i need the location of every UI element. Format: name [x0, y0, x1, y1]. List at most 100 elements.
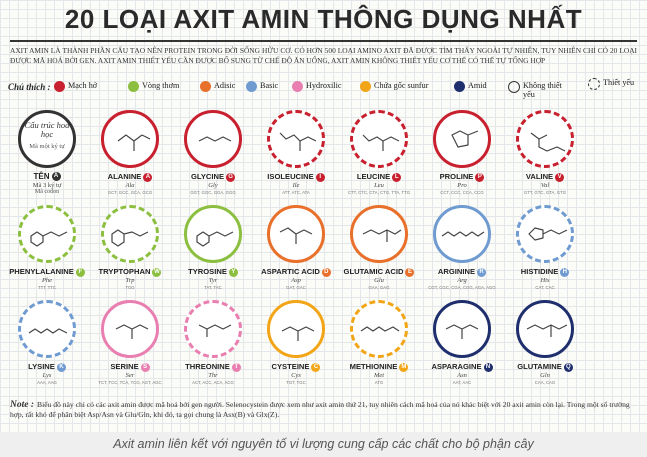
structure-icon	[279, 227, 313, 244]
amino-cell-isoleucine: ISOLEUCINE I Ile ATT, ATC, ATA	[261, 110, 331, 218]
structure-circle	[18, 300, 76, 358]
amino-codon: AAT, AAC	[452, 380, 472, 385]
legend-item-hydroxilic: Hydroxilic	[292, 81, 341, 92]
letter-badge: F	[75, 267, 85, 277]
legend-item-sulfur: Chứa gốc sunfur	[360, 81, 428, 92]
legend-item-aromatic: Vòng thơm	[128, 81, 179, 92]
key-abbr: Mã 3 ký tự	[32, 182, 62, 189]
amino-abbr: Ser	[125, 372, 135, 379]
structure-icon	[528, 227, 568, 241]
amino-name: CYSTEINE C	[255, 362, 337, 372]
legend-dot	[128, 81, 139, 92]
letter-badge: D	[321, 267, 331, 277]
structure-icon	[526, 324, 568, 337]
amino-name: PROLINE P	[421, 172, 503, 182]
structure-circle	[350, 110, 408, 168]
amino-abbr: Glu	[374, 277, 384, 284]
amino-codon: ATG	[374, 380, 384, 385]
letter-badge: W	[152, 267, 162, 277]
letter-badge: K	[56, 362, 66, 372]
intro-text: AXIT AMIN LÀ THÀNH PHẦN CẤU TẠO NÊN PROT…	[10, 46, 637, 65]
page-title: 20 LOẠI AXIT AMIN THÔNG DỤNG NHẤT	[64, 4, 583, 34]
structure-icon	[198, 136, 232, 142]
key-codon: Mã codon	[34, 189, 60, 195]
legend-dot	[360, 81, 371, 92]
amino-cell-lysine: LYSINE K Lys AAA, AAG	[12, 300, 82, 408]
structure-circle	[350, 300, 408, 358]
amino-cell-cysteine: CYSTEINE C Cys TGT, TGC	[261, 300, 331, 408]
structure-circle	[101, 110, 159, 168]
legend: Chú thích : Mạch hở Vòng thơm Adisic Bas…	[8, 77, 640, 101]
letter-badge: C	[311, 362, 321, 372]
amino-cell-serine: SERINE S Ser TCT, TCC, TCA, TCG, AGT, AGC	[95, 300, 165, 408]
key-name: TÊN A	[6, 172, 88, 182]
structure-circle	[267, 205, 325, 263]
amino-abbr: Met	[373, 372, 385, 379]
title-divider	[10, 40, 637, 42]
structure-icon	[362, 134, 400, 151]
amino-cell-proline: PROLINE P Pro CCT, CCC, CCA, CCG	[427, 110, 497, 218]
amino-codon: GTT, GTC, GTA, GTG	[523, 190, 567, 195]
structure-icon	[30, 231, 68, 247]
amino-abbr: Pro	[457, 182, 467, 189]
letter-badge: P	[475, 172, 485, 182]
amino-name: THREONINE T	[172, 362, 254, 372]
key-circle: Cấu trúc hoá học Mã một ký tự	[18, 110, 76, 168]
amino-abbr: Trp	[125, 277, 135, 284]
amino-codon: CGT, CGC, CGA, CGG, AGA, AGG	[428, 285, 496, 290]
amino-abbr: Leu	[374, 182, 384, 189]
amino-codon: ATT, ATC, ATA	[282, 190, 310, 195]
structure-icon	[279, 132, 317, 151]
structure-icon	[451, 130, 479, 148]
amino-name: ALANINE A	[89, 172, 171, 182]
amino-abbr: Lys	[42, 372, 52, 379]
amino-cell-tryptophan: TRYPTOPHAN W Trp TGG	[95, 205, 165, 313]
legend-item-chain: Mạch hở	[54, 81, 97, 92]
solid-ring-icon	[508, 81, 520, 93]
amino-name: ASPARTIC ACID D	[255, 267, 337, 277]
structure-circle	[101, 205, 159, 263]
letter-badge: I	[315, 172, 325, 182]
structure-icon	[117, 134, 151, 151]
amino-abbr: Phe	[41, 277, 53, 284]
amino-abbr: Gln	[540, 372, 550, 379]
amino-name: VALINE V	[504, 172, 586, 182]
letter-badge: L	[392, 172, 402, 182]
amino-cell-leucine: LEUCINE L Leu CTT, CTC, CTA, CTG, TTA, TTG	[344, 110, 414, 218]
image-caption: Axit amin liên kết với nguyên tố vi lượn…	[0, 432, 647, 457]
amino-cell-asparagine: ASPARAGINE N Asn AAT, AAC	[427, 300, 497, 408]
amino-name: ARGININE R	[421, 267, 503, 277]
amino-codon: CCT, CCC, CCA, CCG	[440, 190, 484, 195]
legend-dot	[454, 81, 465, 92]
amino-name: TRYPTOPHAN W	[98, 267, 162, 277]
structure-circle	[184, 110, 242, 168]
amino-cell-threonine: THREONINE T Thr ACT, ACC, ACA, ACG	[178, 300, 248, 408]
structure-icon	[530, 132, 566, 152]
legend-item-amide: Amid	[454, 81, 487, 92]
key-letter-label: Mã một ký tự	[29, 143, 65, 150]
structure-icon	[198, 324, 232, 337]
legend-label: Chú thích :	[8, 82, 51, 92]
amino-codon: CTT, CTC, CTA, CTG, TTA, TTG	[347, 190, 411, 195]
legend-dot	[200, 81, 211, 92]
structure-circle	[350, 205, 408, 263]
amino-cell-phenylalanine: PHENYLALANINE F Phe TTT, TTC	[9, 205, 85, 313]
structure-circle	[433, 110, 491, 168]
note-text: Biểu đồ này chỉ có các axit amin được mã…	[10, 400, 630, 419]
amino-cell-valine: VALINE V Val GTT, GTC, GTA, GTG	[510, 110, 580, 218]
amino-name: SERINE S	[89, 362, 171, 372]
amino-cell-methionine: METHIONINE M Met ATG	[344, 300, 414, 408]
legend-item-acidic: Adisic	[200, 81, 235, 92]
structure-icon	[115, 324, 149, 339]
amino-cell-aspartic-acid: ASPARTIC ACID D Asp GAT, GAC	[261, 205, 331, 313]
amino-codon: TCT, TCC, TCA, TCG, AGT, AGC	[98, 380, 162, 385]
amino-abbr: Arg	[457, 277, 467, 284]
amino-cell-glycine: GLYCINE G Gly GGT, GGC, GGA, GGG	[178, 110, 248, 218]
amino-cell-histidine: HISTIDINE H His CAT, CAC	[510, 205, 580, 313]
amino-codon: CAT, CAC	[535, 285, 555, 290]
structure-icon	[196, 231, 234, 247]
amino-codon: TTT, TTC	[37, 285, 57, 290]
amino-codon: TAT, TAC	[204, 285, 222, 290]
letter-badge: V	[555, 172, 565, 182]
dashed-ring-icon	[588, 78, 600, 90]
